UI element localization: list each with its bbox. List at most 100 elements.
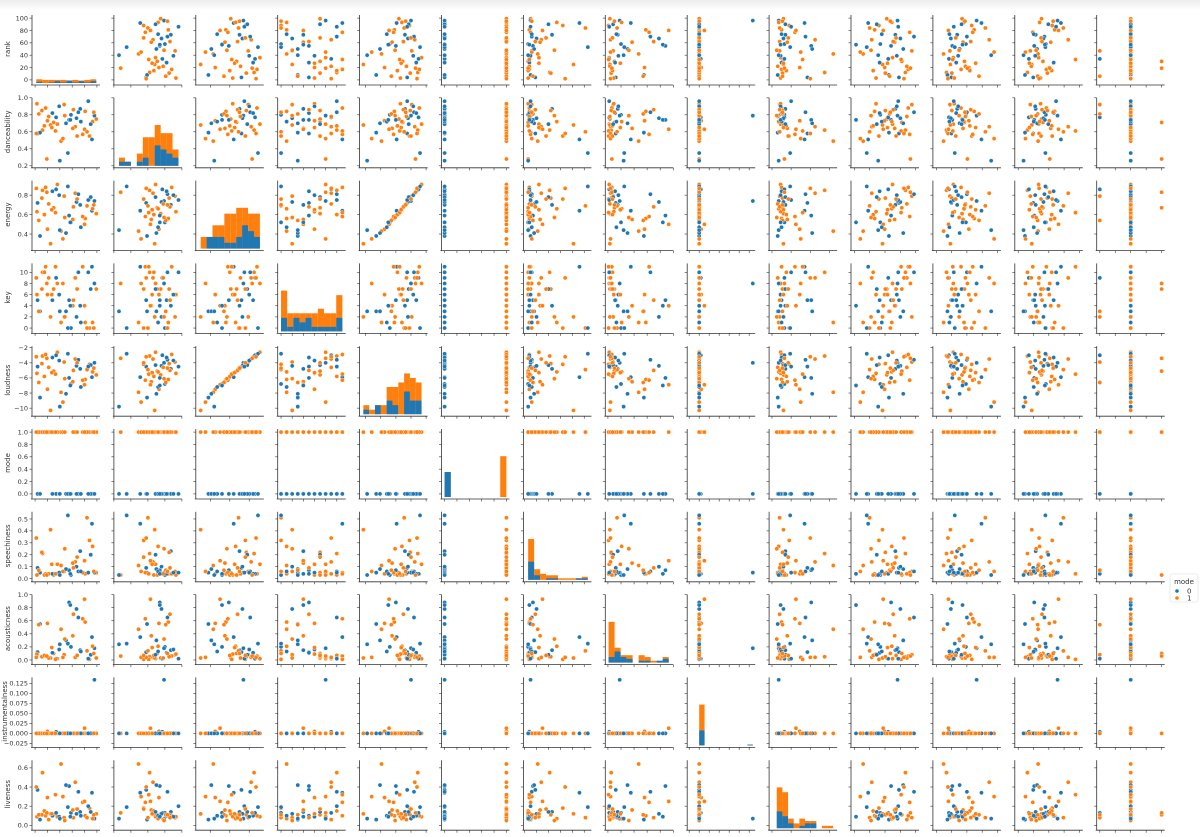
scatter-point-mode-0	[1097, 352, 1103, 358]
scatter-point-mode-0	[527, 383, 532, 388]
scatter-point-mode-0	[408, 281, 414, 286]
scatter-point-mode-1	[618, 370, 623, 375]
scatter-point-mode-0	[442, 137, 447, 142]
scatter-point-mode-1	[696, 281, 702, 286]
scatter-point-mode-0	[255, 491, 261, 497]
scatter-point-mode-0	[696, 117, 702, 123]
scatter-point-mode-1	[696, 189, 702, 195]
scatter-point-mode-0	[242, 98, 247, 104]
scatter-point-mode-0	[879, 384, 885, 390]
scatter-point-mode-0	[750, 491, 756, 497]
subplot-rank-vs-rank	[29, 15, 100, 88]
scatter-point-mode-1	[138, 236, 144, 242]
scatter-point-mode-1	[253, 76, 259, 81]
scatter-point-mode-0	[1041, 314, 1046, 320]
scatter-point-mode-1	[781, 125, 786, 130]
scatter-point-mode-1	[227, 123, 233, 129]
scatter-point-mode-0	[211, 158, 217, 163]
scatter-point-mode-1	[626, 215, 632, 220]
scatter-point-mode-1	[229, 128, 235, 134]
scatter-point-mode-1	[317, 35, 323, 41]
scatter-point-mode-1	[397, 264, 402, 270]
scatter-point-mode-1	[198, 408, 203, 413]
scatter-point-mode-0	[1046, 194, 1051, 200]
scatter-point-mode-0	[1034, 391, 1040, 397]
scatter-point-mode-1	[160, 64, 166, 69]
scatter-point-mode-1	[944, 270, 949, 275]
scatter-point-mode-1	[1128, 354, 1133, 360]
scatter-point-mode-0	[393, 117, 399, 123]
scatter-point-mode-1	[198, 314, 203, 320]
scatter-point-mode-0	[895, 18, 900, 23]
scatter-point-mode-1	[369, 429, 374, 435]
scatter-point-mode-1	[504, 309, 509, 314]
subplot-danceability-vs-col12	[1012, 97, 1083, 171]
scatter-point-mode-1	[1159, 65, 1164, 71]
subplot-rank-vs-mode	[439, 15, 510, 88]
scatter-point-mode-0	[577, 264, 582, 270]
scatter-point-mode-1	[312, 60, 317, 66]
subplot-danceability-vs-liveness	[766, 97, 838, 171]
scatter-point-mode-0	[615, 303, 621, 309]
scatter-point-mode-1	[39, 108, 45, 113]
scatter-point-mode-0	[410, 104, 416, 109]
scatter-point-mode-1	[606, 57, 611, 62]
scatter-point-mode-1	[970, 377, 976, 383]
scatter-point-mode-1	[1036, 281, 1041, 286]
scatter-point-mode-1	[284, 216, 289, 221]
scatter-point-mode-1	[547, 270, 552, 275]
scatter-point-mode-0	[340, 137, 345, 142]
scatter-point-mode-1	[780, 202, 785, 208]
scatter-point-mode-0	[612, 60, 618, 65]
scatter-point-mode-1	[554, 20, 560, 25]
scatter-point-mode-1	[607, 408, 613, 413]
scatter-point-mode-0	[788, 24, 794, 30]
scatter-point-mode-1	[237, 325, 242, 331]
scatter-point-mode-1	[396, 16, 402, 22]
scatter-point-mode-0	[301, 220, 306, 225]
scatter-point-mode-0	[606, 98, 612, 104]
scatter-point-mode-0	[585, 184, 591, 189]
scatter-point-mode-0	[577, 491, 582, 497]
scatter-point-mode-1	[379, 429, 384, 435]
scatter-point-mode-0	[1026, 352, 1032, 358]
scatter-point-mode-1	[962, 18, 968, 24]
scatter-point-mode-0	[364, 309, 370, 314]
scatter-point-mode-0	[1097, 56, 1103, 62]
scatter-point-mode-1	[72, 275, 78, 281]
scatter-point-mode-0	[808, 213, 814, 218]
scatter-point-mode-1	[905, 352, 911, 357]
scatter-point-mode-1	[986, 37, 992, 43]
scatter-point-mode-1	[1037, 20, 1042, 25]
scatter-point-mode-1	[163, 309, 169, 314]
scatter-point-mode-1	[529, 325, 535, 331]
scatter-point-mode-0	[853, 383, 859, 388]
scatter-point-mode-1	[527, 371, 532, 377]
scatter-point-mode-0	[805, 364, 810, 369]
scatter-point-mode-1	[986, 124, 992, 129]
scatter-point-mode-1	[46, 114, 51, 119]
scatter-point-mode-0	[1032, 53, 1038, 59]
scatter-point-mode-0	[386, 42, 391, 47]
scatter-point-mode-0	[1042, 303, 1048, 309]
scatter-point-mode-1	[504, 202, 509, 208]
scatter-point-mode-1	[1046, 226, 1052, 232]
scatter-point-mode-1	[958, 67, 964, 72]
scatter-point-mode-0	[153, 286, 158, 292]
scatter-point-mode-1	[525, 65, 531, 71]
scatter-point-mode-1	[626, 314, 632, 320]
scatter-point-mode-1	[983, 203, 988, 209]
scatter-point-mode-1	[908, 156, 913, 162]
scatter-point-mode-1	[889, 119, 895, 124]
y-tick-label: 60	[20, 39, 28, 47]
scatter-point-mode-1	[610, 35, 615, 41]
scatter-point-mode-1	[42, 270, 47, 275]
scatter-point-mode-0	[1128, 395, 1133, 400]
scatter-point-mode-0	[442, 320, 447, 325]
scatter-point-mode-1	[91, 202, 97, 208]
scatter-point-mode-1	[161, 376, 167, 381]
scatter-point-mode-1	[702, 303, 707, 309]
scatter-point-mode-1	[317, 108, 323, 113]
scatter-point-mode-1	[323, 355, 328, 361]
scatter-point-mode-1	[237, 365, 242, 371]
